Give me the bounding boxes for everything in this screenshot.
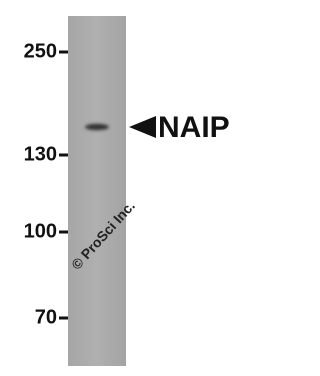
- marker-label: 130: [24, 143, 57, 165]
- blot-lane: [68, 16, 126, 366]
- protein-band: [85, 123, 109, 131]
- band-arrow: [129, 116, 156, 138]
- marker-label: 250: [24, 40, 57, 62]
- band-label: NAIP: [158, 111, 230, 144]
- marker-label: 70: [35, 306, 57, 328]
- blot-figure: 250 130 100 70 NAIP © ProSci Inc.: [24, 16, 230, 366]
- marker-label: 100: [24, 220, 57, 242]
